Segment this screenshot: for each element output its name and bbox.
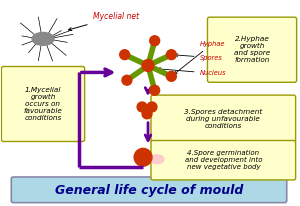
Text: 4.Spore germination
and development into
new vegetative body: 4.Spore germination and development into… xyxy=(184,150,262,170)
FancyBboxPatch shape xyxy=(208,17,297,82)
Circle shape xyxy=(142,60,154,71)
Text: Mycelial net: Mycelial net xyxy=(68,12,139,30)
Circle shape xyxy=(134,148,152,166)
Ellipse shape xyxy=(32,33,54,45)
Circle shape xyxy=(137,102,147,112)
Circle shape xyxy=(147,102,157,112)
Text: Hyphae: Hyphae xyxy=(174,41,225,74)
Text: 1.Mycelial
growth
occurs on
favourable
conditions: 1.Mycelial growth occurs on favourable c… xyxy=(24,87,62,121)
FancyBboxPatch shape xyxy=(151,95,296,143)
FancyBboxPatch shape xyxy=(2,67,85,142)
Circle shape xyxy=(142,109,152,119)
Circle shape xyxy=(122,75,132,85)
Circle shape xyxy=(167,71,176,81)
Text: Nucleus: Nucleus xyxy=(158,68,226,76)
Ellipse shape xyxy=(150,155,164,164)
Text: General life cycle of mould: General life cycle of mould xyxy=(55,184,243,197)
Circle shape xyxy=(150,85,160,95)
FancyBboxPatch shape xyxy=(151,140,296,180)
Text: Spores: Spores xyxy=(175,54,222,61)
Text: 3.Spores detachment
during unfavourable
conditions: 3.Spores detachment during unfavourable … xyxy=(184,109,262,129)
Circle shape xyxy=(150,36,160,46)
FancyBboxPatch shape xyxy=(11,177,287,203)
Circle shape xyxy=(120,50,130,60)
Circle shape xyxy=(167,50,176,60)
Text: 2.Hyphae
growth
and spore
formation: 2.Hyphae growth and spore formation xyxy=(234,36,270,63)
